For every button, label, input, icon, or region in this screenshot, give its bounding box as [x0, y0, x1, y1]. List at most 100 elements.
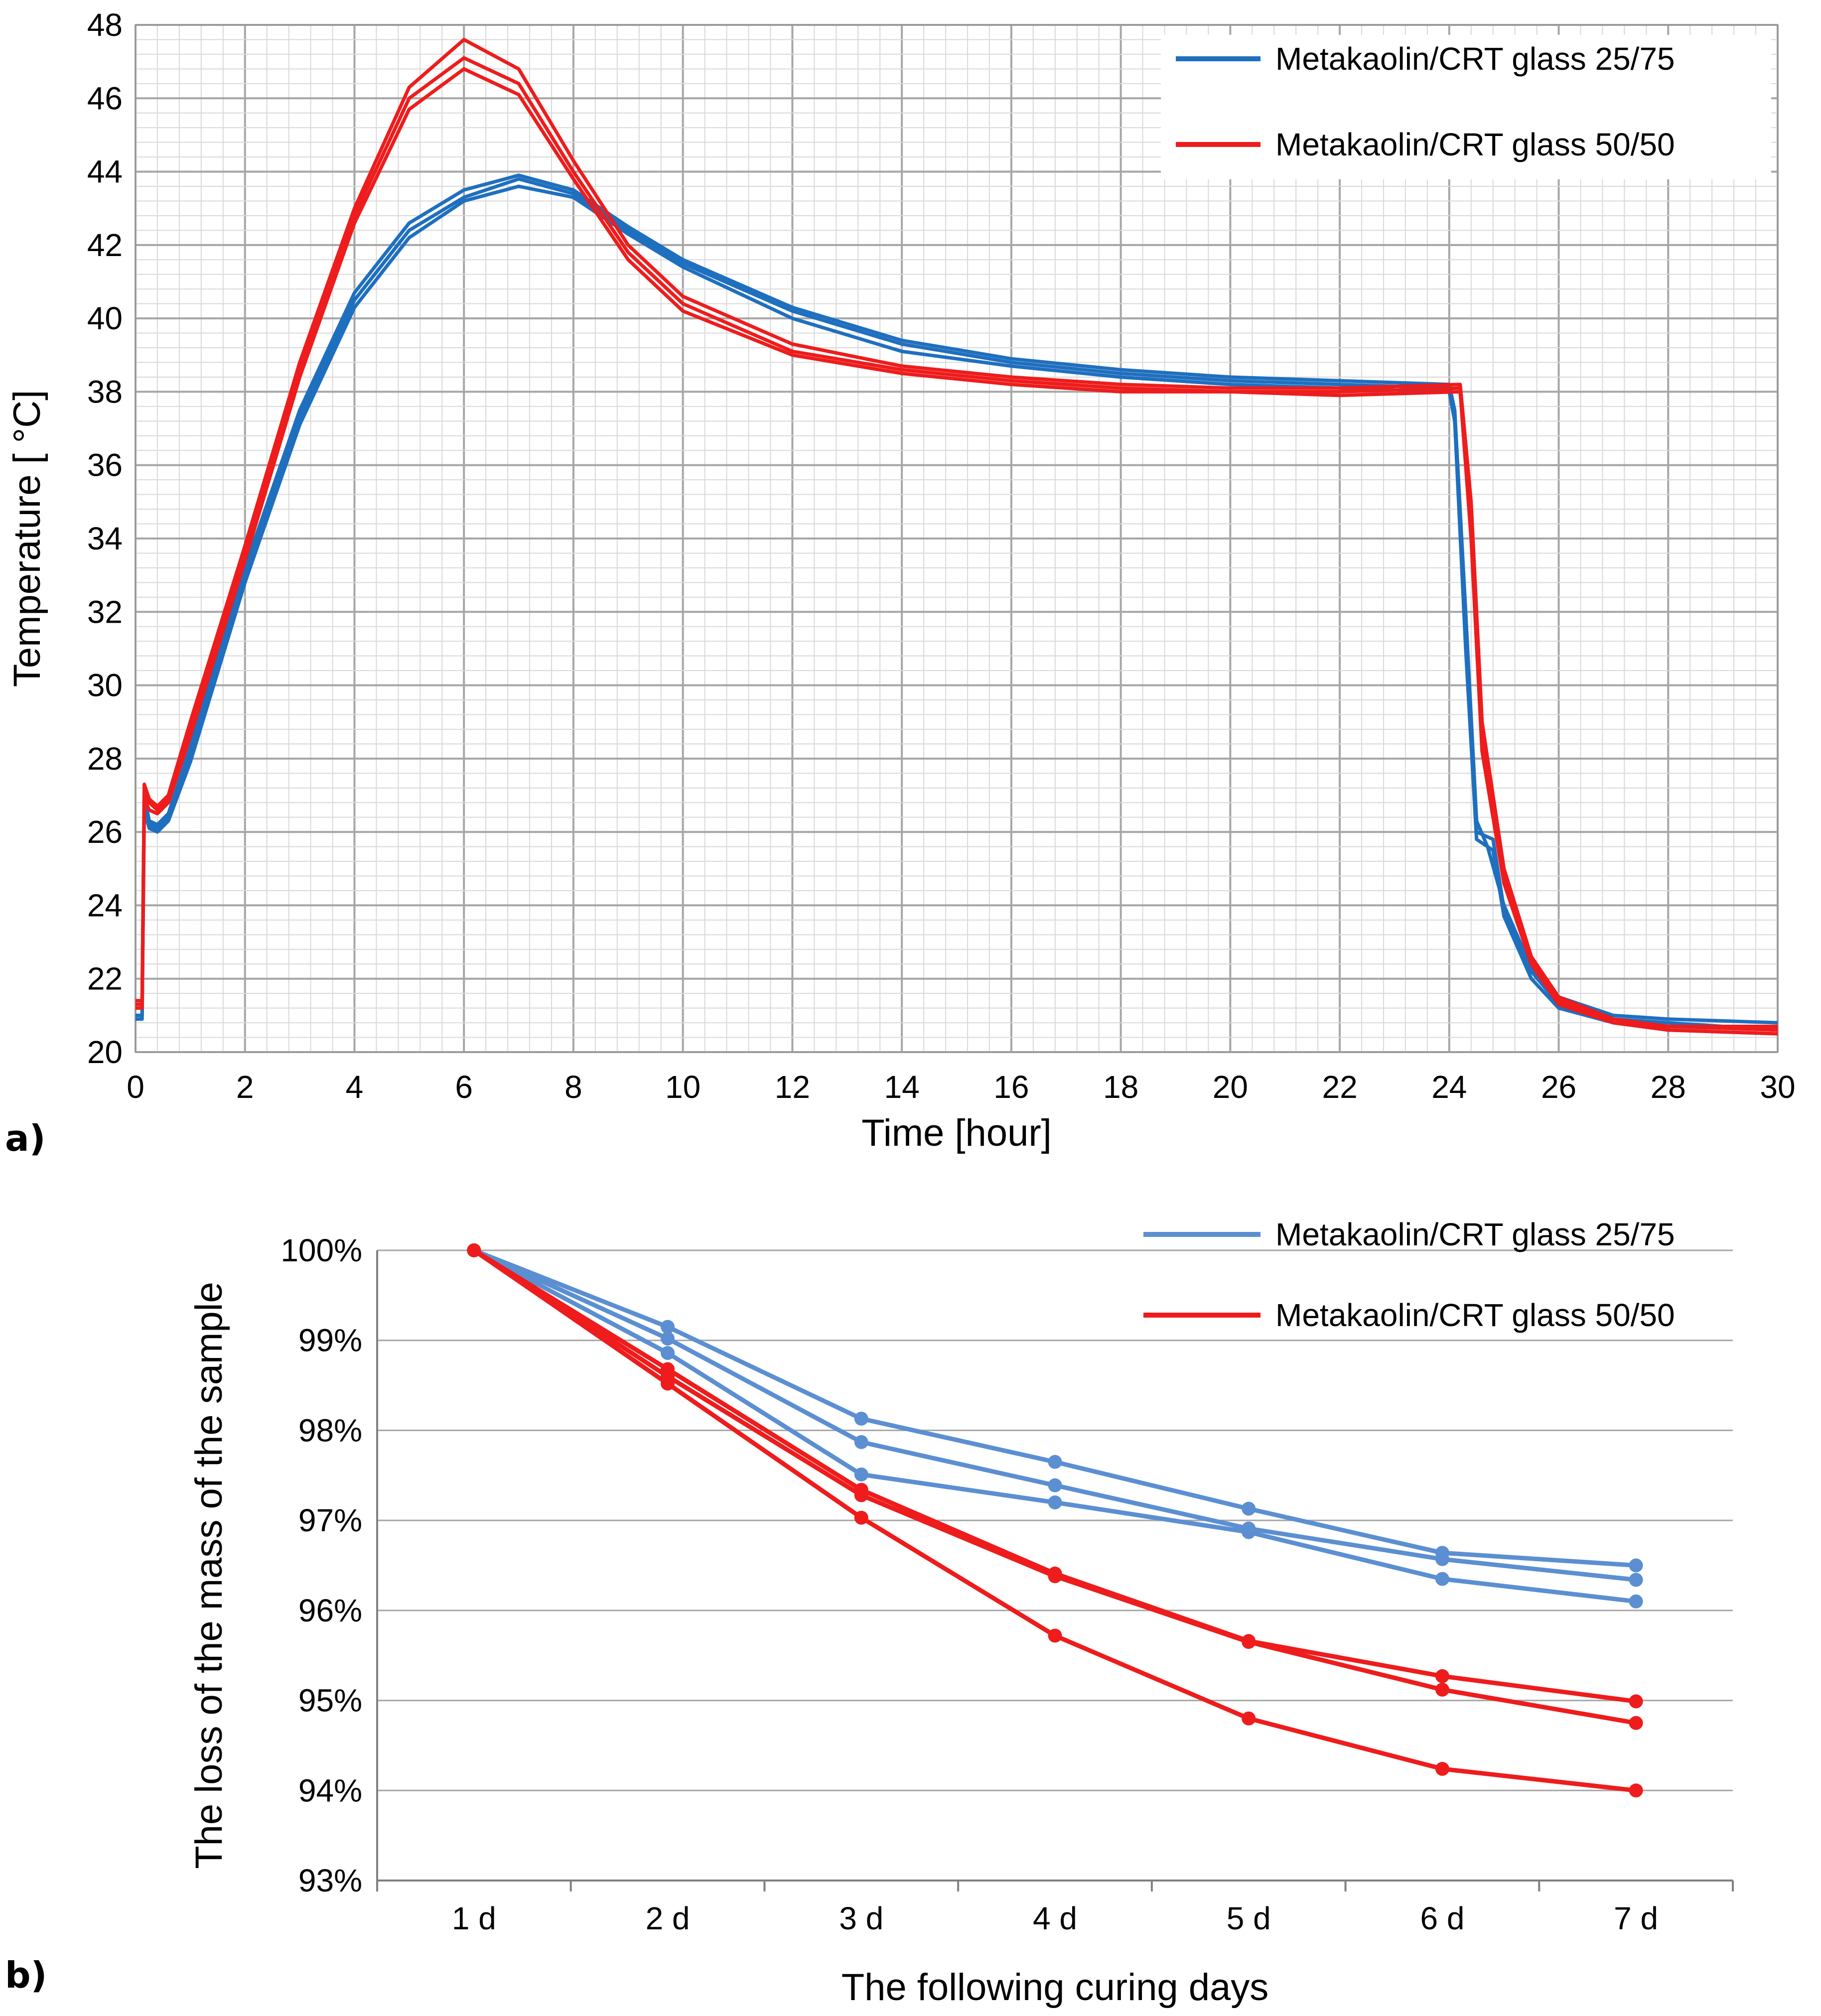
- mass-loss-point-50-50-2: [1048, 1569, 1062, 1584]
- temperature-x-tick-label: 14: [884, 1069, 920, 1105]
- mass-loss-axis-ticks: [376, 1881, 1734, 1891]
- temperature-y-tick-label: 30: [87, 668, 123, 703]
- mass-loss-y-tick-label: 94%: [298, 1772, 362, 1808]
- mass-loss-point-50-50-3: [1242, 1711, 1256, 1726]
- mass-loss-point-25-75-1: [1242, 1501, 1256, 1516]
- temperature-legend: Metakaolin/CRT glass 25/75 Metakaolin/CR…: [1161, 35, 1771, 179]
- temperature-series-25-75-3: [136, 184, 1778, 1036]
- mass-loss-x-tick-labels: 1 d 2 d 3 d 4 d 5 d 6 d 7 d: [452, 1900, 1658, 1936]
- temperature-y-tick-label: 38: [87, 374, 123, 409]
- mass-loss-point-25-75-3: [1629, 1594, 1643, 1609]
- mass-loss-point-25-75-3: [1048, 1495, 1062, 1509]
- temperature-y-tick-label: 20: [87, 1034, 123, 1070]
- temperature-y-tick-label: 34: [87, 521, 123, 556]
- mass-loss-point-25-75-1: [661, 1320, 675, 1334]
- mass-loss-point-50-50-2: [1629, 1716, 1643, 1730]
- mass-loss-point-25-75-2: [661, 1332, 675, 1346]
- temperature-legend-label-50-50: Metakaolin/CRT glass 50/50: [1275, 127, 1675, 162]
- temperature-y-tick-labels: 20 22 24 26 28 30 32 34 36 38 40 42 44 46 48: [87, 7, 123, 1070]
- temperature-y-axis-label: Temperature [ °C]: [6, 390, 48, 687]
- mass-loss-point-25-75-2: [1435, 1552, 1449, 1566]
- temperature-x-tick-label: 20: [1213, 1069, 1248, 1105]
- mass-loss-x-tick-label: 3 d: [839, 1900, 883, 1936]
- temperature-series-50-50-3: [136, 67, 1778, 1036]
- temperature-y-tick-label: 42: [87, 227, 123, 263]
- temperature-chart: 0 2 4 6 8 10 12 14 16 18 20 22 24 26 28 30 202224262830…: [5, 7, 1796, 1159]
- mass-loss-point-50-50-1: [1435, 1669, 1449, 1683]
- temperature-y-tick-label: 40: [87, 300, 123, 336]
- temperature-y-tick-label: 46: [87, 80, 123, 116]
- temperature-x-tick-label: 4: [346, 1069, 364, 1105]
- temperature-y-tick-label: 48: [87, 7, 123, 43]
- mass-loss-y-tick-label: 100%: [280, 1232, 362, 1268]
- temperature-x-tick-labels: 0 2 4 6 8 10 12 14 16 18 20 22 24 26 28 30: [127, 1069, 1795, 1105]
- mass-loss-point-50-50-3: [467, 1243, 481, 1257]
- temperature-plot-frame: [135, 24, 1779, 1053]
- mass-loss-chart: 1 d 2 d 3 d 4 d 5 d 6 d 7 d 93% 94% 95% 96% 97% 98%…: [5, 1216, 1734, 2009]
- mass-loss-y-axis-label: The loss of the mass of the sample: [188, 1282, 230, 1869]
- mass-loss-point-50-50-1: [1629, 1694, 1643, 1709]
- panel-label-a: a): [5, 1117, 46, 1159]
- temperature-y-tick-label: 28: [87, 741, 123, 777]
- temperature-x-tick-label: 22: [1322, 1069, 1357, 1105]
- mass-loss-point-25-75-3: [854, 1467, 868, 1481]
- mass-loss-point-25-75-1: [1048, 1455, 1062, 1469]
- mass-loss-point-25-75-2: [1048, 1478, 1062, 1492]
- temperature-x-tick-label: 24: [1431, 1069, 1467, 1105]
- mass-loss-x-tick-label: 7 d: [1614, 1900, 1658, 1936]
- temperature-y-tick-label: 44: [87, 154, 123, 190]
- mass-loss-point-25-75-3: [1435, 1572, 1449, 1586]
- mass-loss-y-tick-label: 99%: [298, 1323, 362, 1358]
- mass-loss-point-50-50-2: [854, 1488, 868, 1502]
- mass-loss-y-tick-labels: 93% 94% 95% 96% 97% 98% 99% 100%: [280, 1232, 362, 1898]
- mass-loss-point-50-50-2: [1435, 1682, 1449, 1697]
- mass-loss-x-tick-label: 4 d: [1033, 1900, 1077, 1936]
- temperature-y-tick-label: 32: [87, 594, 123, 630]
- mass-loss-x-tick-label: 2 d: [646, 1900, 690, 1936]
- temperature-y-tick-label: 36: [87, 447, 123, 483]
- mass-loss-x-tick-label: 6 d: [1420, 1900, 1464, 1936]
- mass-loss-point-50-50-3: [1048, 1628, 1062, 1643]
- mass-loss-legend-label-50-50: Metakaolin/CRT glass 50/50: [1275, 1297, 1675, 1333]
- mass-loss-point-50-50-2: [1242, 1635, 1256, 1649]
- temperature-gridlines: [135, 24, 1779, 1053]
- temperature-series: [136, 38, 1778, 1036]
- mass-loss-point-50-50-3: [1435, 1761, 1449, 1776]
- mass-loss-point-25-75-1: [1629, 1558, 1643, 1573]
- temperature-x-tick-label: 28: [1651, 1069, 1686, 1105]
- temperature-x-axis-label: Time [hour]: [861, 1112, 1052, 1154]
- mass-loss-point-50-50-3: [854, 1510, 868, 1525]
- mass-loss-legend-label-25-75: Metakaolin/CRT glass 25/75: [1275, 1216, 1675, 1252]
- temperature-x-tick-label: 0: [127, 1069, 144, 1105]
- mass-loss-point-25-75-2: [1629, 1573, 1643, 1587]
- temperature-x-tick-label: 18: [1103, 1069, 1138, 1105]
- mass-loss-x-axis-label: The following curing days: [841, 1966, 1269, 2009]
- mass-loss-y-tick-label: 96%: [298, 1593, 362, 1628]
- mass-loss-point-25-75-2: [854, 1435, 868, 1449]
- mass-loss-y-tick-label: 93%: [298, 1863, 362, 1898]
- temperature-y-tick-label: 26: [87, 814, 123, 850]
- temperature-x-tick-label: 6: [455, 1069, 473, 1105]
- mass-loss-point-25-75-1: [854, 1411, 868, 1426]
- mass-loss-series: [467, 1243, 1643, 1798]
- mass-loss-legend: Metakaolin/CRT glass 25/75 Metakaolin/CR…: [1143, 1216, 1675, 1333]
- temperature-x-tick-label: 30: [1760, 1069, 1795, 1105]
- temperature-x-tick-label: 12: [775, 1069, 810, 1105]
- temperature-legend-label-25-75: Metakaolin/CRT glass 25/75: [1275, 41, 1675, 77]
- mass-loss-y-tick-label: 97%: [298, 1502, 362, 1538]
- temperature-x-tick-label: 8: [564, 1069, 582, 1105]
- temperature-legend-background: [1161, 35, 1771, 179]
- mass-loss-y-tick-label: 95%: [298, 1683, 362, 1719]
- temperature-x-tick-label: 16: [993, 1069, 1029, 1105]
- mass-loss-point-50-50-3: [661, 1376, 675, 1391]
- temperature-y-tick-label: 24: [87, 887, 123, 923]
- temperature-x-tick-label: 26: [1541, 1069, 1576, 1105]
- mass-loss-x-tick-label: 1 d: [452, 1900, 496, 1936]
- temperature-x-tick-label: 2: [236, 1069, 254, 1105]
- mass-loss-point-25-75-3: [661, 1346, 675, 1360]
- mass-loss-y-tick-label: 98%: [298, 1412, 362, 1448]
- mass-loss-point-25-75-3: [1242, 1525, 1256, 1539]
- mass-loss-x-tick-label: 5 d: [1227, 1900, 1271, 1936]
- temperature-y-tick-label: 22: [87, 961, 123, 997]
